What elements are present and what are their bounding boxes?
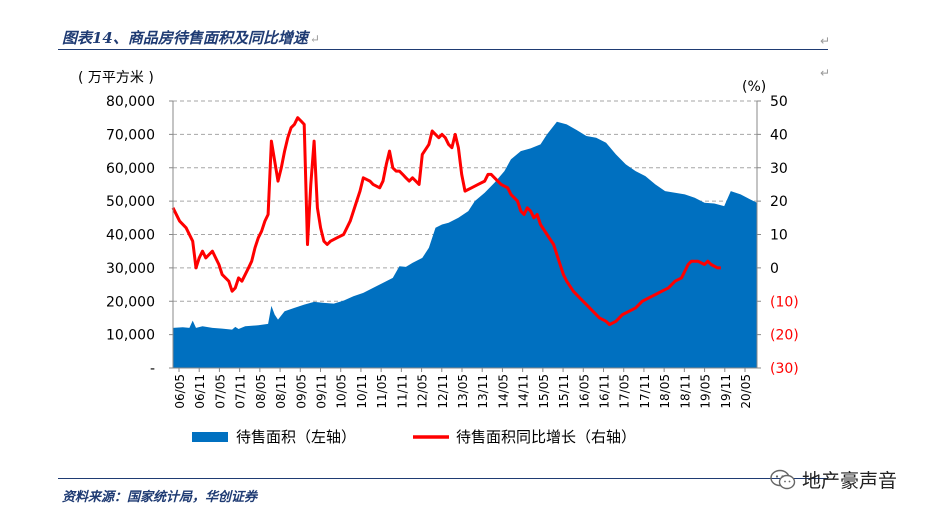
paragraph-mark: ↵: [820, 66, 831, 80]
left-tick-label: 20,000: [106, 294, 155, 310]
legend: 待售面积（左轴） 待售面积同比增长（右轴）: [192, 428, 636, 446]
title-rule: [58, 49, 828, 50]
x-tick-label: 13/05: [456, 374, 470, 409]
right-tick-label: (30): [770, 361, 799, 377]
x-tick-label: 08/05: [254, 374, 268, 409]
x-tick-label: 12/05: [416, 374, 430, 409]
x-tick-label: 10/05: [335, 374, 349, 409]
x-tick-label: 09/05: [294, 374, 308, 409]
x-tick-label: 20/05: [739, 374, 753, 409]
right-tick-label: (20): [770, 328, 799, 344]
x-tick-label: 09/11: [315, 374, 329, 409]
x-tick-label: 15/05: [537, 374, 551, 409]
x-tick-label: 10/11: [355, 374, 369, 409]
left-tick-label: 10,000: [106, 328, 155, 344]
left-tick-label: 60,000: [106, 161, 155, 177]
watermark-text: 地产豪声音: [802, 470, 898, 492]
x-tick-label: 08/11: [274, 374, 288, 409]
paragraph-mark: ↵: [820, 34, 831, 48]
area-series-inventory: [173, 121, 757, 368]
x-tick-label: 11/05: [375, 374, 389, 409]
x-tick-label: 07/05: [213, 374, 227, 409]
right-tick-label: (10): [770, 294, 799, 310]
x-tick-label: 06/11: [193, 374, 207, 409]
right-tick-label: 40: [770, 127, 788, 143]
watermark: 地产豪声音: [770, 466, 897, 493]
x-tick-label: 12/11: [436, 374, 450, 409]
left-tick-label: 50,000: [106, 194, 155, 210]
x-tick-label: 18/11: [678, 374, 692, 409]
x-tick-label: 13/11: [476, 374, 490, 409]
x-tick-label: 16/05: [577, 374, 591, 409]
right-tick-label: 50: [770, 94, 788, 110]
legend-label-line: 待售面积同比增长（右轴）: [456, 428, 636, 446]
paragraph-mark: ↵: [309, 32, 320, 46]
legend-label-area: 待售面积（左轴）: [236, 428, 356, 446]
x-tick-label: 07/11: [234, 374, 248, 409]
left-tick-label: 40,000: [106, 228, 155, 244]
right-tick-label: 0: [770, 261, 779, 277]
legend-swatch-area: [192, 432, 228, 442]
source-rule: [58, 478, 828, 479]
right-tick-label: 10: [770, 228, 788, 244]
source-note: 资料来源：国家统计局，华创证券: [62, 490, 258, 505]
chart-title: 图表14、商品房待售面积及同比增速 ↵: [62, 29, 320, 47]
x-tick-label: 06/05: [173, 374, 187, 409]
wechat-icon: [770, 469, 796, 489]
x-tick-label: 16/11: [598, 374, 612, 409]
x-tick-label: 19/05: [699, 374, 713, 409]
x-tick-label: 17/05: [618, 374, 632, 409]
left-axis-unit: ( 万平方米 ): [78, 70, 154, 86]
x-tick-label: 15/11: [557, 374, 571, 409]
left-tick-label: 80,000: [106, 94, 155, 110]
line-series-yoy-growth: [171, 116, 721, 327]
axes: 80,000 70,000 60,000 50,000 40,000 30,000 20,0…: [106, 94, 799, 409]
x-tick-label: 14/11: [517, 374, 531, 409]
x-tick-label: 19/11: [719, 374, 733, 409]
right-tick-label: 20: [770, 194, 788, 210]
x-tick-label: 18/05: [658, 374, 672, 409]
x-tick-label: 14/05: [496, 374, 510, 409]
left-tick-label: -: [150, 361, 155, 377]
x-tick-label: 11/11: [395, 374, 409, 409]
left-tick-label: 70,000: [106, 127, 155, 143]
right-axis-unit: (%): [742, 79, 766, 95]
x-tick-label: 17/11: [638, 374, 652, 409]
right-tick-label: 30: [770, 161, 788, 177]
left-tick-label: 30,000: [106, 261, 155, 277]
